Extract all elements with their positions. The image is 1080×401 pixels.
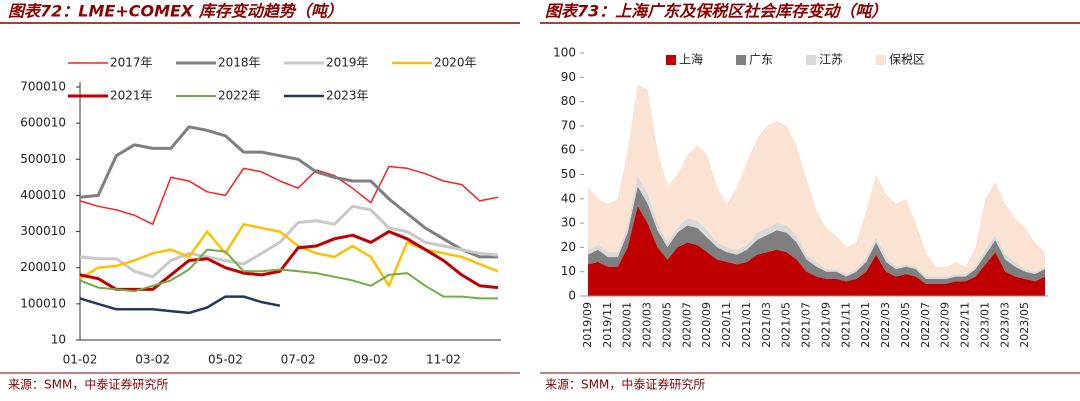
area-series — [588, 206, 1045, 296]
y-tick-label: 300010 — [20, 224, 66, 238]
x-tick-label: 2020/03 — [641, 302, 654, 348]
x-tick-label: 09-02 — [353, 353, 388, 367]
x-tick-label: 2021/11 — [839, 302, 852, 348]
legend-label: 2021年 — [110, 89, 153, 103]
x-tick-label: 2022/01 — [859, 302, 872, 348]
y-tick-label: 0 — [568, 289, 576, 303]
area-series — [588, 186, 1045, 284]
x-tick-label: 2021/05 — [780, 302, 793, 348]
x-tick-label: 2022/11 — [959, 302, 972, 348]
x-tick-label: 2020/07 — [680, 302, 693, 348]
legend-label: 上海 — [679, 52, 703, 67]
y-tick-label: 100 — [553, 46, 576, 60]
line-series — [79, 230, 499, 291]
x-tick-label: 2020/01 — [621, 302, 634, 348]
x-tick-label: 2020/11 — [720, 302, 733, 348]
x-tick-label: 2022/09 — [939, 302, 952, 348]
x-tick-label: 2022/05 — [899, 302, 912, 348]
x-tick-label: 2022/03 — [879, 302, 892, 348]
x-tick-label: 2020/09 — [700, 302, 713, 348]
x-tick-label: 11-02 — [426, 353, 461, 367]
x-tick-label: 2023/05 — [1018, 302, 1031, 348]
source: 来源：SMM，中泰证券研究所 — [545, 377, 705, 392]
line-series — [79, 204, 499, 279]
x-tick-label: 07-02 — [281, 353, 316, 367]
y-tick-label: 500010 — [20, 152, 66, 166]
x-tick-label: 2022/07 — [919, 302, 932, 348]
legend-label: 2020年 — [434, 56, 477, 70]
x-tick-label: 03-02 — [135, 353, 170, 367]
y-tick-label: 100010 — [20, 296, 66, 310]
x-tick-label: 2019/09 — [581, 302, 594, 348]
x-tick-label: 2023/01 — [978, 302, 991, 348]
legend-swatch — [666, 55, 676, 65]
legend-label: 2018年 — [218, 56, 261, 70]
x-tick-label: 01-02 — [63, 353, 98, 367]
area-series — [588, 84, 1045, 277]
y-tick-label: 700010 — [20, 80, 66, 94]
x-tick-label: 2023/03 — [998, 302, 1011, 348]
x-tick-label: 2019/11 — [601, 302, 614, 348]
chart-title: 图表72：LME+COMEX 库存变动趋势（吨） — [8, 2, 343, 21]
legend-swatch — [736, 55, 746, 65]
chart-title: 图表73：上海广东及保税区社会库存变动（吨） — [545, 2, 887, 21]
y-tick-label: 10 — [561, 264, 576, 278]
y-tick-label: 200010 — [20, 260, 66, 274]
line-series — [79, 295, 281, 315]
y-tick-label: 30 — [561, 216, 576, 230]
y-tick-label: 600010 — [20, 116, 66, 130]
legend-label: 2019年 — [326, 56, 369, 70]
x-tick-label: 2021/03 — [760, 302, 773, 348]
x-tick-label: 2021/01 — [740, 302, 753, 348]
legend-label: 2023年 — [326, 89, 369, 103]
legend-label: 2022年 — [218, 89, 261, 103]
y-tick-label: 50 — [561, 167, 576, 181]
legend-swatch — [806, 55, 816, 65]
y-tick-label: 10 — [51, 333, 66, 347]
x-tick-label: 2020/05 — [660, 302, 673, 348]
y-tick-label: 90 — [561, 70, 576, 84]
line-series — [79, 165, 499, 226]
y-tick-label: 60 — [561, 143, 576, 157]
x-tick-label: 2021/09 — [819, 302, 832, 348]
legend-label: 广东 — [749, 53, 773, 67]
legend-label: 江苏 — [819, 53, 843, 67]
y-tick-label: 400010 — [20, 188, 66, 202]
legend-swatch — [876, 55, 886, 65]
line-series — [79, 248, 498, 300]
legend-label: 保税区 — [889, 53, 925, 67]
legend-label: 2017年 — [110, 56, 153, 70]
y-tick-label: 70 — [561, 118, 576, 132]
x-tick-label: 05-02 — [208, 353, 243, 367]
y-tick-label: 40 — [561, 191, 576, 205]
line-series — [79, 125, 498, 259]
y-tick-label: 20 — [561, 240, 576, 254]
area-series — [588, 176, 1045, 279]
y-tick-label: 80 — [561, 94, 576, 108]
source: 来源：SMM，中泰证券研究所 — [8, 377, 168, 392]
x-tick-label: 2021/07 — [800, 302, 813, 348]
